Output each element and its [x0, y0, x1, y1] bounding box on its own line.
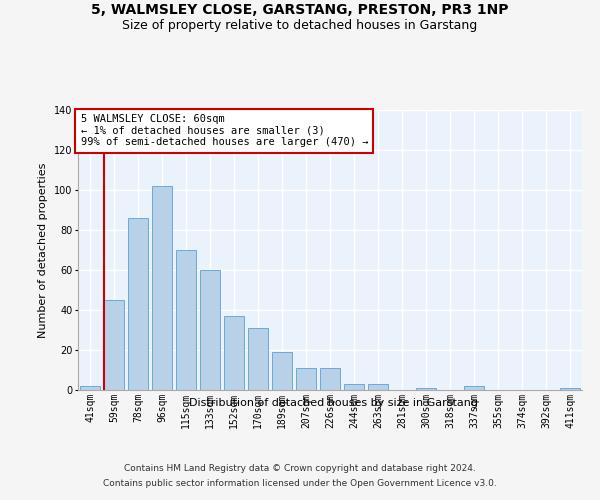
Bar: [344, 384, 364, 390]
Bar: [272, 352, 292, 390]
Bar: [128, 218, 148, 390]
Text: 5, WALMSLEY CLOSE, GARSTANG, PRESTON, PR3 1NP: 5, WALMSLEY CLOSE, GARSTANG, PRESTON, PR…: [91, 2, 509, 16]
Bar: [224, 316, 244, 390]
Bar: [416, 388, 436, 390]
Text: 5 WALMSLEY CLOSE: 60sqm
← 1% of detached houses are smaller (3)
99% of semi-deta: 5 WALMSLEY CLOSE: 60sqm ← 1% of detached…: [80, 114, 368, 148]
Bar: [296, 368, 316, 390]
Bar: [104, 300, 124, 390]
Bar: [152, 186, 172, 390]
Bar: [464, 386, 484, 390]
Bar: [248, 328, 268, 390]
Text: Size of property relative to detached houses in Garstang: Size of property relative to detached ho…: [122, 18, 478, 32]
Text: Contains public sector information licensed under the Open Government Licence v3: Contains public sector information licen…: [103, 479, 497, 488]
Bar: [368, 384, 388, 390]
Bar: [200, 270, 220, 390]
Bar: [560, 388, 580, 390]
Bar: [80, 386, 100, 390]
Bar: [320, 368, 340, 390]
Text: Contains HM Land Registry data © Crown copyright and database right 2024.: Contains HM Land Registry data © Crown c…: [124, 464, 476, 473]
Bar: [176, 250, 196, 390]
Text: Distribution of detached houses by size in Garstang: Distribution of detached houses by size …: [188, 398, 478, 407]
Y-axis label: Number of detached properties: Number of detached properties: [38, 162, 49, 338]
